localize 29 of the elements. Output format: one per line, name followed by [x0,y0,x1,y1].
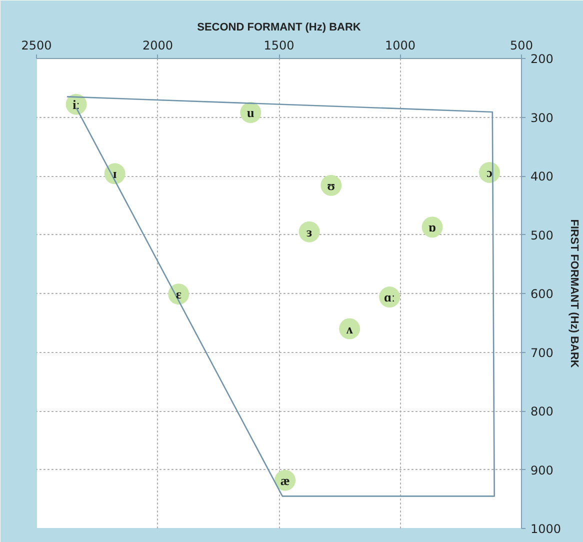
annotation: ɜ [306,224,313,240]
annotation: æ [280,472,290,488]
annotation: ɛ [176,286,182,302]
y-tick-label: 500 [530,228,554,242]
y-tick-label: 600 [530,287,554,301]
x-tick-label: 1500 [264,38,294,52]
annotation: iː [72,96,80,112]
y-tick-label: 200 [530,52,554,66]
annotation: ɑː [384,290,396,305]
y-axis-title: FIRST FORMANT (Hz) BARK [568,219,580,368]
y-tick-label: 300 [530,110,554,125]
y-tick-label: 800 [530,404,554,418]
x-axis-title: SECOND FORMANT (Hz) BARK [197,22,361,34]
annotation: ɒ [428,220,436,235]
annotation: ɪ [112,166,117,182]
y-tick-label: 400 [530,170,554,184]
x-tick-label: 1000 [384,38,416,52]
y-tick-label: 700 [530,346,554,360]
point [298,221,320,242]
annotation: ɔ [486,164,493,180]
point [339,318,360,340]
y-tick-label: 900 [530,463,554,478]
annotation: ʌ [346,321,354,336]
annotation: u [247,105,254,120]
x-tick-label: 2500 [21,38,52,52]
annotation: ʊ [327,178,336,193]
x-tick-label: 2000 [142,38,174,52]
x-tick-label: 500 [510,38,533,52]
y-tick-label: 1000 [530,522,562,536]
